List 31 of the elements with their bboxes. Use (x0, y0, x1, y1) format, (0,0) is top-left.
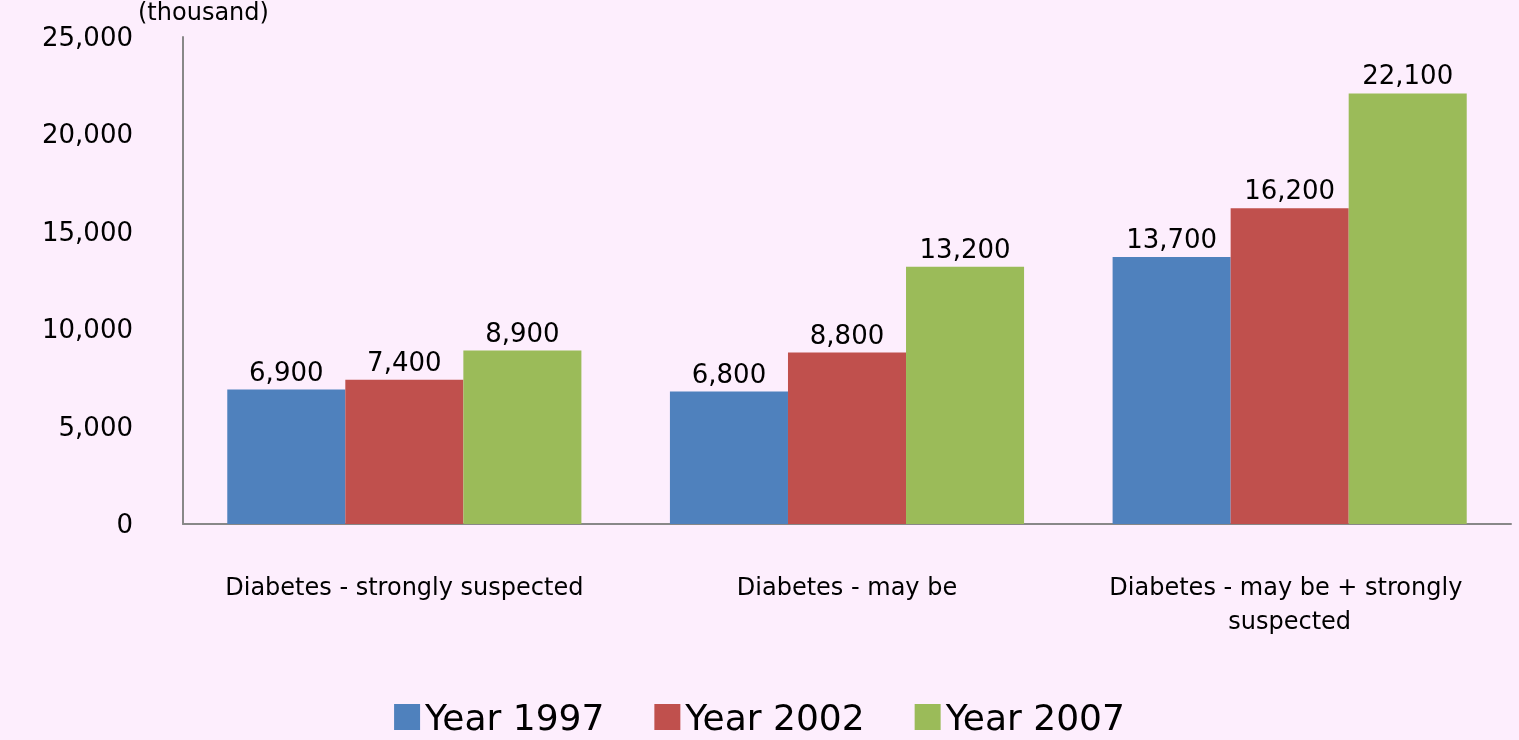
y-tick-label: 0 (116, 509, 133, 539)
y-tick-label: 5,000 (58, 411, 133, 442)
data-label: 6,800 (691, 358, 767, 389)
bar (906, 266, 1025, 524)
y-tick-label: 25,000 (42, 21, 133, 52)
data-label: 13,200 (919, 233, 1011, 264)
x-tick-label: Diabetes - strongly suspected (225, 573, 584, 601)
data-label: 7,400 (367, 346, 442, 377)
bar (1230, 208, 1349, 524)
y-tick-label: 15,000 (42, 216, 133, 247)
y-axis-title: (thousand) (138, 0, 269, 26)
data-label: 13,700 (1126, 224, 1218, 255)
bar (787, 352, 907, 524)
bar (1348, 93, 1467, 524)
legend-label: Year 2002 (684, 696, 865, 738)
x-tick-label: Diabetes - may be + strongly suspected (1109, 573, 1470, 635)
y-tick-label: 20,000 (42, 119, 133, 150)
data-label: 6,900 (249, 356, 324, 387)
data-label: 16,200 (1244, 175, 1336, 206)
data-label: 8,800 (809, 319, 885, 350)
bar (669, 391, 788, 524)
bar (1112, 257, 1231, 524)
data-label: 8,900 (485, 317, 560, 348)
legend-label: Year 2007 (944, 696, 1125, 738)
x-tick-label: Diabetes - may be (736, 573, 958, 601)
data-label: 22,100 (1362, 60, 1454, 91)
bar (463, 350, 582, 524)
legend-label: Year 1997 (424, 696, 605, 738)
bar (227, 389, 346, 524)
y-tick-label: 10,000 (42, 314, 133, 345)
bar (345, 379, 464, 524)
